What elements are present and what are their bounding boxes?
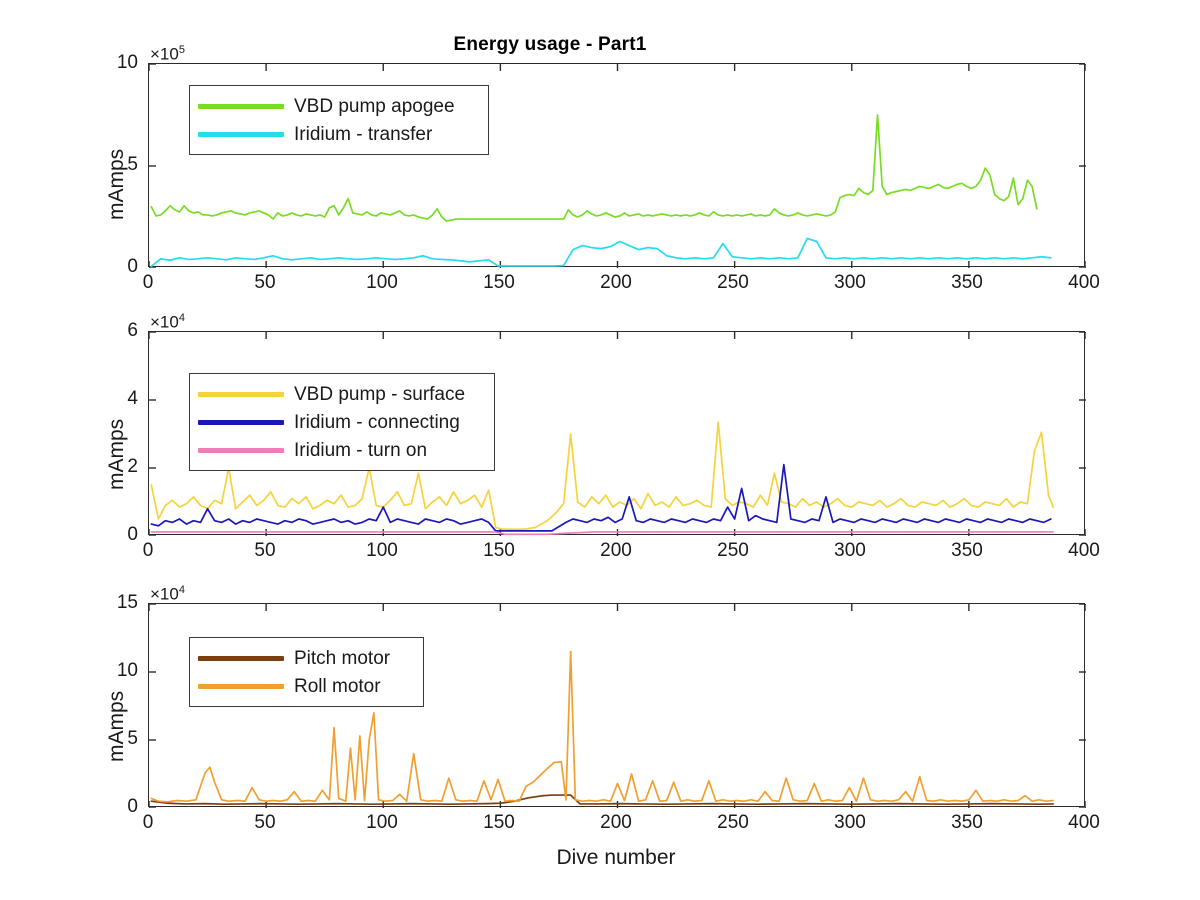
panel-bottom-xtick: 350 xyxy=(951,812,983,833)
legend-item: Iridium - turn on xyxy=(198,436,484,464)
panel-bottom-ytick: 5 xyxy=(127,728,138,749)
panel-middle-xtick: 350 xyxy=(951,540,983,561)
panel-bottom-xtick: 200 xyxy=(600,812,632,833)
panel-bottom-xtick: 50 xyxy=(254,812,276,833)
series-vbd-pump-apogee xyxy=(150,114,1038,222)
panel-top-xtick: 100 xyxy=(366,272,398,293)
series-iridium-connecting xyxy=(150,463,1052,532)
panel-middle-ytick: 0 xyxy=(127,524,138,545)
legend-item: Roll motor xyxy=(198,672,413,700)
panel-bottom-legend: Pitch motor Roll motor xyxy=(189,637,424,707)
panel-middle-legend: VBD pump - surface Iridium - connecting … xyxy=(189,373,495,471)
series-vbd-pump-surface xyxy=(150,421,1055,531)
panel-bottom-plot-area xyxy=(148,603,1086,808)
panel-middle-exponent: ×104 xyxy=(150,312,185,332)
legend-label: Iridium - transfer xyxy=(294,123,433,145)
legend-label: Roll motor xyxy=(294,675,381,697)
panel-middle-plot-area xyxy=(148,331,1086,536)
legend-swatch-pitch-motor xyxy=(198,655,284,661)
legend-label: Iridium - turn on xyxy=(294,439,428,461)
legend-item: Pitch motor xyxy=(198,644,413,672)
legend-swatch-roll-motor xyxy=(198,683,284,689)
panel-middle-xtick: 100 xyxy=(366,540,398,561)
legend-label: VBD pump apogee xyxy=(294,95,455,117)
legend-swatch-iridium-connecting xyxy=(198,419,284,425)
legend-label: VBD pump - surface xyxy=(294,383,466,405)
panel-middle-ytick: 6 xyxy=(127,320,138,341)
panel-bottom-ytick: 0 xyxy=(127,796,138,817)
panel-top-exponent: ×105 xyxy=(150,44,185,64)
panel-bottom-xtick: 0 xyxy=(142,812,154,833)
panel-middle-xtick: 300 xyxy=(834,540,866,561)
panel-bottom-xtick: 300 xyxy=(834,812,866,833)
panel-middle-ytick: 4 xyxy=(127,388,138,409)
series-iridium-turn-on xyxy=(150,531,1055,536)
panel-top-xtick: 150 xyxy=(483,272,515,293)
panel-bottom-ytick: 15 xyxy=(116,592,138,613)
panel-bottom-xtick: 100 xyxy=(366,812,398,833)
panel-bottom-xtick: 250 xyxy=(717,812,749,833)
panel-bottom-ylabel: mAmps xyxy=(105,690,128,762)
panel-top-xtick: 0 xyxy=(142,272,154,293)
legend-swatch-iridium-transfer xyxy=(198,131,284,137)
panel-top-ytick: 5 xyxy=(127,154,138,175)
panel-middle-xtick: 400 xyxy=(1068,540,1100,561)
panel-top-traces xyxy=(149,64,1086,268)
panel-top-xtick: 250 xyxy=(717,272,749,293)
panel-top-xtick: 400 xyxy=(1068,272,1100,293)
panel-middle-xtick: 200 xyxy=(600,540,632,561)
panel-middle-xtick: 250 xyxy=(717,540,749,561)
panel-bottom-ytick: 10 xyxy=(116,660,138,681)
panel-middle-ytick: 2 xyxy=(127,456,138,477)
panel-top-xtick: 300 xyxy=(834,272,866,293)
series-iridium-transfer xyxy=(150,237,1052,268)
panel-bottom-xtick: 150 xyxy=(483,812,515,833)
panel-middle-traces xyxy=(149,332,1086,536)
panel-top-xtick: 200 xyxy=(600,272,632,293)
panel-middle-xtick: 0 xyxy=(142,540,154,561)
panel-middle-xtick: 150 xyxy=(483,540,515,561)
panel-top-plot-area xyxy=(148,63,1086,268)
panel-top-xtick: 50 xyxy=(254,272,276,293)
legend-item: Iridium - connecting xyxy=(198,408,484,436)
legend-item: VBD pump - surface xyxy=(198,380,484,408)
panel-bottom-exponent: ×104 xyxy=(150,584,185,604)
legend-swatch-iridium-turn-on xyxy=(198,447,284,453)
legend-label: Iridium - connecting xyxy=(294,411,460,433)
legend-swatch-vbd-pump-surface xyxy=(198,391,284,397)
panel-top-xtick: 350 xyxy=(951,272,983,293)
legend-label: Pitch motor xyxy=(294,647,391,669)
legend-item: VBD pump apogee xyxy=(198,92,478,120)
series-pitch-motor xyxy=(150,794,1055,806)
legend-item: Iridium - transfer xyxy=(198,120,478,148)
series-roll-motor xyxy=(150,650,1055,803)
panel-middle-xtick: 50 xyxy=(254,540,276,561)
panel-bottom-xtick: 400 xyxy=(1068,812,1100,833)
panel-bottom-traces xyxy=(149,604,1086,808)
panel-top-ytick: 0 xyxy=(127,256,138,277)
x-axis-label: Dive number xyxy=(556,846,676,869)
panel-middle-ylabel: mAmps xyxy=(105,418,128,490)
panel-top-ytick: 10 xyxy=(116,52,138,73)
legend-swatch-vbd-pump-apogee xyxy=(198,103,284,109)
panel-top-legend: VBD pump apogee Iridium - transfer xyxy=(189,85,489,155)
page-title: Energy usage - Part1 xyxy=(453,34,647,55)
